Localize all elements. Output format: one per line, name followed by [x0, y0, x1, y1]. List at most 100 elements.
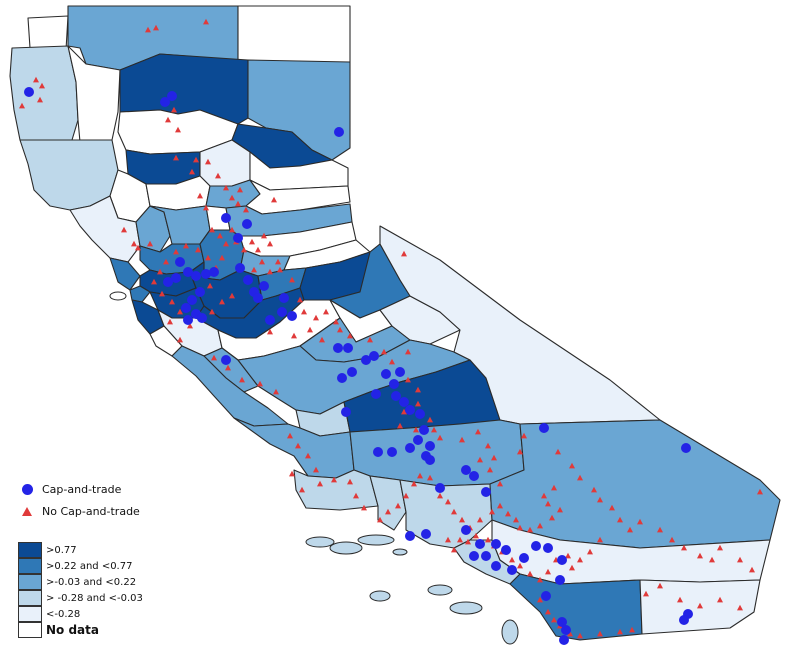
cap-site-marker	[461, 465, 471, 475]
cap-site-marker	[381, 369, 391, 379]
no-cap-site-marker	[545, 608, 551, 615]
cap-site-marker	[197, 313, 207, 323]
cap-and-trade-sites	[24, 87, 693, 645]
no-cap-site-marker	[241, 246, 247, 253]
county-humboldt	[9, 45, 79, 141]
no-cap-site-marker	[171, 106, 177, 113]
legend-label: Cap-and-trade	[42, 482, 122, 496]
county-san-francisco	[129, 285, 151, 303]
cap-site-marker	[405, 405, 415, 415]
legend-class-no-data: No data	[18, 622, 178, 638]
no-cap-site-marker	[175, 126, 181, 133]
no-cap-site-marker	[643, 590, 649, 597]
no-cap-site-marker	[411, 480, 417, 487]
no-cap-site-marker	[415, 386, 421, 393]
no-cap-site-marker	[267, 240, 273, 247]
island-santa-cruz	[357, 534, 395, 546]
no-cap-site-marker	[37, 96, 43, 103]
no-cap-site-marker	[521, 432, 527, 439]
no-cap-site-marker	[577, 632, 583, 639]
no-cap-site-marker	[301, 308, 307, 315]
no-cap-site-marker	[377, 516, 383, 523]
no-cap-site-marker	[39, 82, 45, 89]
no-cap-site-marker	[395, 502, 401, 509]
no-cap-site-marker	[437, 434, 443, 441]
no-cap-site-marker	[477, 456, 483, 463]
no-cap-site-marker	[249, 238, 255, 245]
cap-site-marker	[481, 487, 491, 497]
no-cap-site-marker	[415, 400, 421, 407]
no-cap-site-marker	[313, 314, 319, 321]
no-cap-site-marker	[551, 616, 557, 623]
cap-site-marker	[195, 287, 205, 297]
island-santa-barbara	[369, 590, 391, 602]
swatch-no-data	[18, 622, 42, 638]
cap-site-marker	[405, 443, 415, 453]
no-cap-site-marker	[577, 474, 583, 481]
no-cap-site-marker	[567, 630, 573, 637]
cap-site-marker	[469, 551, 479, 561]
cap-site-marker	[543, 543, 553, 553]
no-cap-and-trade-sites	[19, 18, 763, 639]
no-cap-site-marker	[205, 254, 211, 261]
no-cap-site-marker	[485, 442, 491, 449]
no-cap-site-marker	[267, 268, 273, 275]
no-cap-site-marker	[591, 486, 597, 493]
cap-site-marker	[163, 277, 173, 287]
cap-site-marker	[435, 483, 445, 493]
cap-site-marker	[555, 575, 565, 585]
no-cap-site-marker	[445, 536, 451, 543]
no-cap-site-marker	[555, 448, 561, 455]
cap-site-marker	[221, 355, 231, 365]
cap-site-marker	[519, 553, 529, 563]
no-cap-site-marker	[717, 544, 723, 551]
cap-site-marker	[399, 397, 409, 407]
island-catalina	[449, 601, 483, 615]
red-triangle-icon	[22, 506, 32, 516]
no-cap-site-marker	[403, 492, 409, 499]
cap-site-marker	[405, 531, 415, 541]
cap-site-marker	[561, 625, 571, 635]
no-cap-site-marker	[211, 354, 217, 361]
no-cap-site-marker	[489, 508, 495, 515]
swatch-lightest	[18, 606, 42, 622]
cap-site-marker	[681, 443, 691, 453]
no-cap-site-marker	[445, 498, 451, 505]
cap-site-marker	[361, 355, 371, 365]
cap-site-marker	[167, 91, 177, 101]
cap-site-marker	[277, 307, 287, 317]
no-cap-site-marker	[203, 204, 209, 211]
no-cap-site-marker	[271, 196, 277, 203]
no-cap-site-marker	[251, 266, 257, 273]
cap-site-marker	[287, 311, 297, 321]
cap-site-marker	[181, 303, 191, 313]
class-label: <-0.28	[46, 608, 81, 620]
no-cap-site-marker	[397, 422, 403, 429]
cap-site-marker	[253, 293, 263, 303]
no-cap-site-marker	[657, 582, 663, 589]
channel-islands	[109, 291, 519, 645]
cap-site-marker	[243, 275, 253, 285]
no-cap-site-marker	[597, 630, 603, 637]
no-cap-site-marker	[497, 480, 503, 487]
swatch-dark	[18, 558, 42, 574]
cap-site-marker	[160, 97, 170, 107]
no-cap-site-marker	[477, 516, 483, 523]
no-cap-site-marker	[545, 500, 551, 507]
cap-site-marker	[415, 409, 425, 419]
cap-site-marker	[541, 591, 551, 601]
no-cap-site-marker	[147, 240, 153, 247]
no-cap-site-marker	[437, 492, 443, 499]
island-santa-rosa	[329, 541, 363, 555]
no-cap-site-marker	[697, 552, 703, 559]
island-san-miguel	[305, 536, 335, 548]
no-cap-site-marker	[19, 102, 25, 109]
no-cap-site-marker	[385, 508, 391, 515]
cap-site-marker	[419, 425, 429, 435]
cap-site-marker	[481, 551, 491, 561]
no-cap-site-marker	[427, 416, 433, 423]
no-cap-site-marker	[537, 576, 543, 583]
county-monterey	[171, 345, 289, 427]
no-cap-site-marker	[331, 476, 337, 483]
no-cap-site-marker	[677, 596, 683, 603]
